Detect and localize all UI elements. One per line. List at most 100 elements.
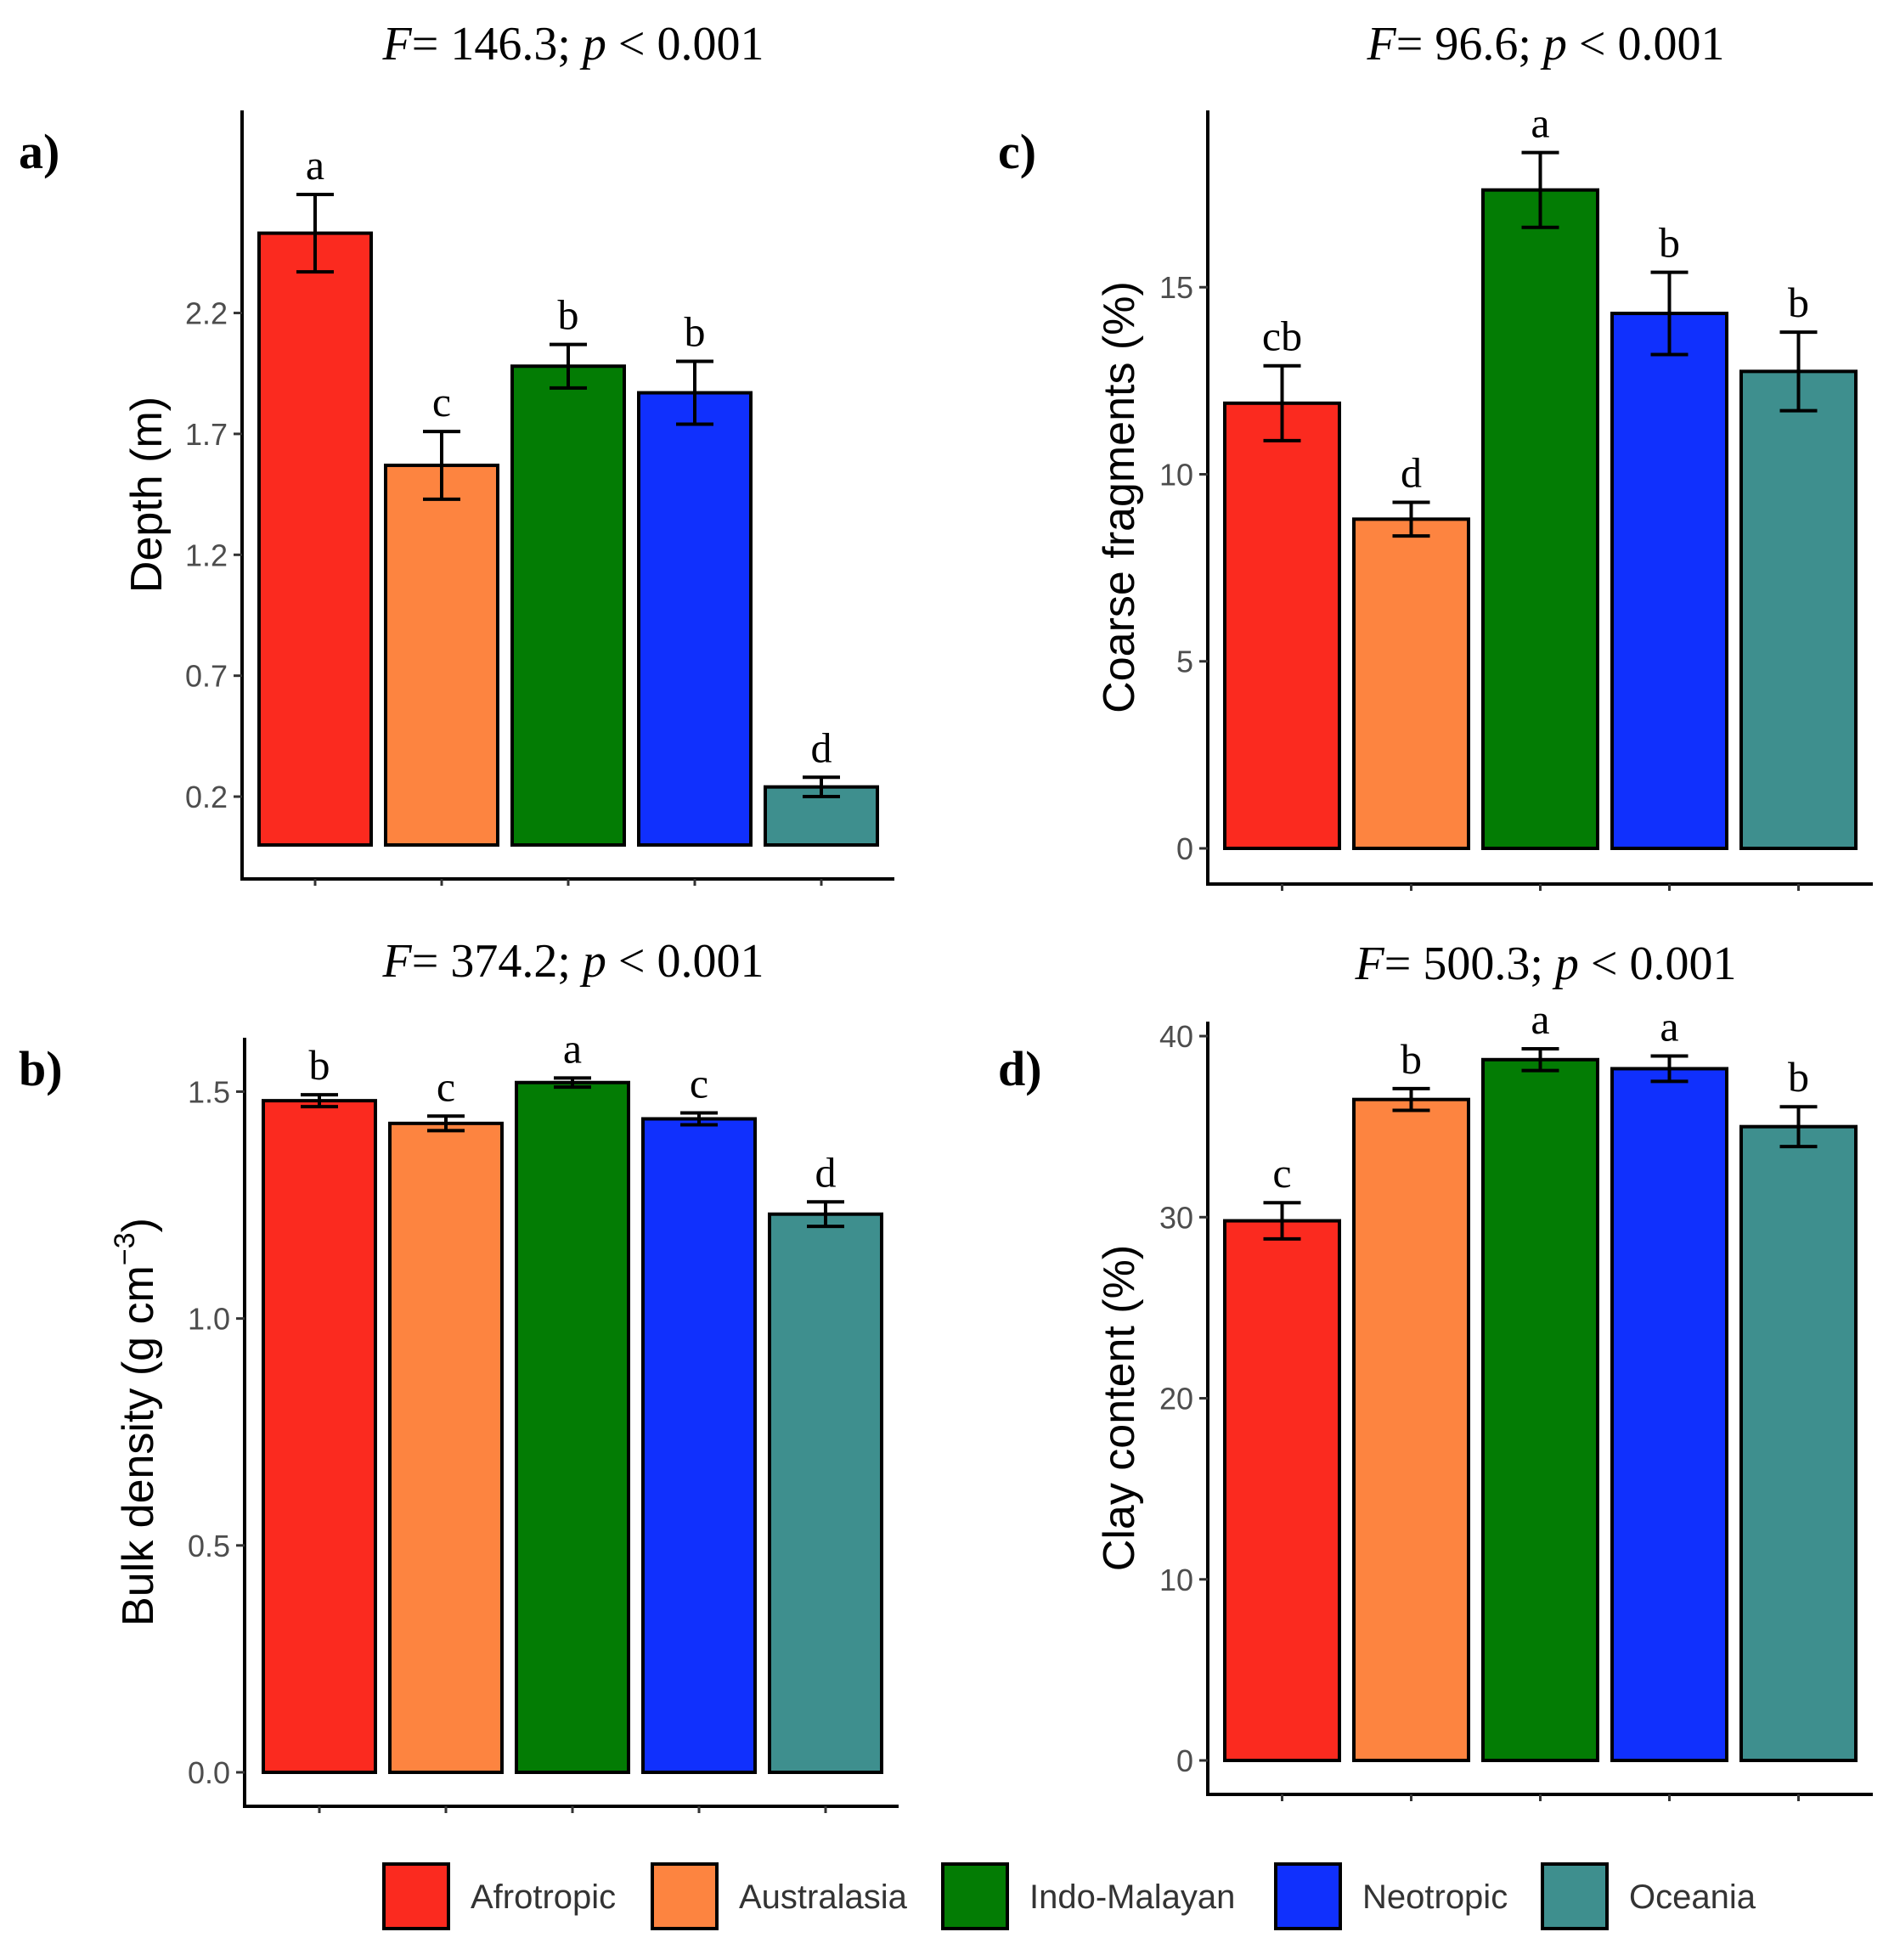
panel-d-letter: a: [1531, 995, 1549, 1043]
panel-d-letter: b: [1401, 1035, 1422, 1083]
legend-label-neotropic: Neotropic: [1362, 1878, 1508, 1916]
panel-a-errorbar: [803, 775, 840, 799]
panel-d-ytick-label: 10: [1159, 1563, 1193, 1597]
panel-d-bar-neotropic: [1610, 1067, 1728, 1762]
panel-d-bar-afrotropic: [1223, 1219, 1341, 1762]
panel-a-errorbar: [676, 359, 713, 426]
panel-b-letter: c: [437, 1062, 455, 1110]
panel-d-errorbar: [1779, 1105, 1818, 1149]
panel-a-errorbar: [423, 430, 460, 501]
panel-d-title: F= 500.3; p < 0.001: [1355, 938, 1737, 990]
legend-swatch-neotropic: [1274, 1862, 1342, 1930]
legend-label-australasia: Australasia: [739, 1878, 908, 1916]
legend-label-oceania: Oceania: [1629, 1878, 1756, 1916]
panel-d-bar-australasia: [1352, 1097, 1470, 1762]
panel-a-bar-indo-malayan: [510, 364, 626, 848]
panel-b-bar-neotropic: [641, 1117, 757, 1774]
panel-a-letter: b: [685, 308, 706, 356]
panel-b-axes: [243, 1038, 899, 1808]
legend-swatch-australasia: [651, 1862, 719, 1930]
panel-d-errorbar: [1521, 1046, 1559, 1073]
panel-c-bar-indo-malayan: [1481, 188, 1599, 850]
legend-swatch-oceania: [1541, 1862, 1609, 1930]
panel-b-letter: b: [309, 1041, 330, 1089]
legend-swatch-afrotropic: [382, 1862, 450, 1930]
panel-b-letter: d: [815, 1148, 837, 1196]
panel-b-errorbar: [301, 1093, 338, 1109]
panel-d-bar-indo-malayan: [1481, 1057, 1599, 1762]
panel-c-errorbar: [1779, 330, 1818, 413]
panel-b-letter: a: [563, 1024, 582, 1072]
panel-b-ylabel: Bulk density (g cm−3): [109, 1218, 163, 1626]
panel-c-errorbar: [1650, 270, 1689, 357]
panel-b-errorbar: [807, 1200, 844, 1229]
panel-c-ytick-label: 0: [1176, 831, 1193, 866]
panel-d-errorbar: [1650, 1054, 1689, 1084]
panel-a-letter: d: [811, 724, 832, 771]
panel-c-bar-oceania: [1739, 369, 1858, 851]
panel-b-tag: b): [19, 1041, 63, 1096]
panel-a-ytick-label: 0.7: [185, 659, 228, 694]
panel-b-ytick-label: 1.0: [188, 1302, 230, 1337]
panel-a-ytick-label: 1.7: [185, 417, 228, 452]
panel-c-letter: b: [1788, 279, 1809, 326]
legend-swatch-indo-malayan: [941, 1862, 1009, 1930]
panel-d-letter: a: [1660, 1003, 1678, 1050]
panel-d-ytick-label: 0: [1176, 1743, 1193, 1778]
panel-c-ytick-label: 15: [1159, 270, 1193, 305]
panel-a-ylabel: Depth (m): [122, 397, 172, 593]
panel-d-errorbar: [1392, 1086, 1430, 1112]
panel-b-bar-australasia: [388, 1121, 504, 1774]
panel-d-axes: [1206, 1022, 1873, 1796]
panel-c-ylabel: Coarse fragments (%): [1095, 281, 1144, 713]
panel-a: F= 146.3; p < 0.001 a) Depth (m) 0.2 0.7 1.2 1…: [19, 18, 894, 886]
legend-label-afrotropic: Afrotropic: [471, 1878, 616, 1916]
panel-a-bar-afrotropic: [257, 231, 373, 848]
panel-c-title: F= 96.6; p < 0.001: [1367, 18, 1725, 70]
panel-a-tag: a): [19, 124, 59, 179]
panel-a-letter: b: [558, 291, 579, 339]
panel-c-bar-neotropic: [1610, 312, 1728, 851]
panel-b-bar-oceania: [768, 1212, 883, 1774]
panel-a-letter: a: [306, 141, 324, 189]
panel-a-letter: c: [432, 378, 451, 425]
panel-c-ytick-label: 10: [1159, 457, 1193, 492]
panel-c: F= 96.6; p < 0.001 c) Coarse fragments (%)…: [998, 18, 1873, 891]
panel-c-letter: b: [1659, 219, 1680, 267]
panel-c-ytick-label: 5: [1176, 645, 1193, 679]
panel-b-errorbar: [554, 1076, 591, 1090]
panel-a-ytick-label: 2.2: [185, 296, 228, 331]
legend-label-indo-malayan: Indo-Malayan: [1029, 1878, 1235, 1916]
panel-b-title: F= 374.2; p < 0.001: [382, 935, 764, 988]
panel-a-bar-neotropic: [637, 391, 753, 847]
panel-c-letter: cb: [1262, 313, 1302, 360]
panel-b-ytick-label: 1.5: [188, 1074, 230, 1109]
panel-c-errorbar: [1521, 150, 1559, 229]
panel-b-bar-indo-malayan: [515, 1080, 630, 1774]
panel-d-ylabel: Clay content (%): [1095, 1245, 1144, 1571]
panel-d-errorbar: [1263, 1201, 1301, 1241]
panel-a-errorbar: [550, 342, 587, 390]
panel-a-errorbar: [296, 193, 334, 274]
panel-c-tag: c): [998, 124, 1036, 179]
panel-a-ytick-label: 0.2: [185, 780, 228, 814]
panel-d-tag: d): [998, 1041, 1042, 1096]
panel-c-bar-afrotropic: [1223, 401, 1341, 850]
panel-c-axes: [1206, 110, 1873, 886]
panel-a-bar-australasia: [384, 463, 499, 847]
panel-d-bar-oceania: [1739, 1124, 1858, 1763]
panel-d-ytick-label: 30: [1159, 1200, 1193, 1235]
panel-d-letter: c: [1272, 1149, 1291, 1197]
panel-a-title: F= 146.3; p < 0.001: [382, 18, 764, 70]
panel-d-ytick-label: 40: [1159, 1019, 1193, 1054]
panel-b: F= 374.2; p < 0.001 b) Bulk density (g cm−…: [19, 935, 899, 1813]
panel-b-errorbar: [680, 1111, 718, 1127]
legend: Afrotropic Australasia Indo-Malayan Neotrop…: [382, 1862, 1756, 1930]
panel-d: F= 500.3; p < 0.001 d) Clay content (%) 0 10…: [998, 938, 1873, 1801]
panel-b-bar-afrotropic: [262, 1099, 377, 1774]
panel-b-errorbar: [427, 1114, 465, 1133]
panel-b-ytick-label: 0.5: [188, 1529, 230, 1563]
panel-c-letter: d: [1401, 449, 1422, 497]
panel-c-bar-australasia: [1352, 517, 1470, 850]
panel-b-letter: c: [690, 1060, 708, 1107]
